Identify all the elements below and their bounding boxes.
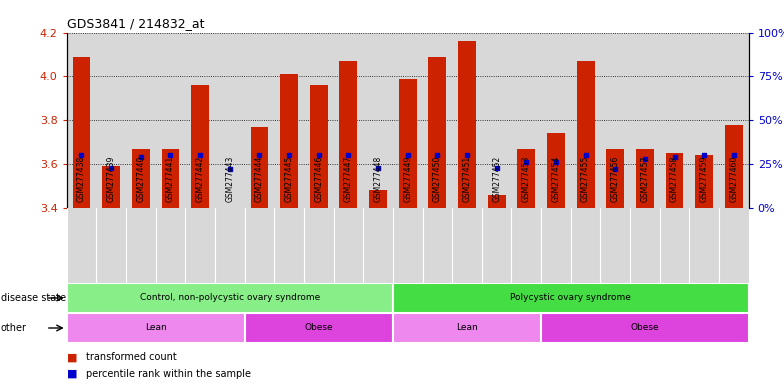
Bar xyxy=(162,149,180,208)
Bar xyxy=(695,156,713,208)
Text: GDS3841 / 214832_at: GDS3841 / 214832_at xyxy=(67,17,204,30)
Bar xyxy=(132,149,150,208)
Bar xyxy=(725,125,742,208)
Bar xyxy=(636,149,654,208)
Bar xyxy=(541,313,749,343)
Text: transformed count: transformed count xyxy=(86,353,177,362)
Bar xyxy=(102,166,120,208)
Bar xyxy=(517,149,535,208)
Text: Obese: Obese xyxy=(304,323,333,333)
Bar xyxy=(488,195,506,208)
Text: Control, non-polycystic ovary syndrome: Control, non-polycystic ovary syndrome xyxy=(140,293,320,303)
Text: Polycystic ovary syndrome: Polycystic ovary syndrome xyxy=(510,293,631,303)
Text: percentile rank within the sample: percentile rank within the sample xyxy=(86,369,251,379)
Bar xyxy=(280,74,298,208)
Text: Obese: Obese xyxy=(630,323,659,333)
Text: other: other xyxy=(1,323,27,333)
Text: disease state: disease state xyxy=(1,293,66,303)
Bar xyxy=(606,149,624,208)
Bar xyxy=(310,85,328,208)
Bar xyxy=(577,61,594,208)
Bar xyxy=(393,283,749,313)
Bar xyxy=(547,134,564,208)
Bar xyxy=(251,127,268,208)
Bar xyxy=(369,190,387,208)
Bar xyxy=(67,313,245,343)
Bar xyxy=(399,79,416,208)
Bar xyxy=(73,57,90,208)
Text: Lean: Lean xyxy=(456,323,478,333)
Bar xyxy=(245,313,393,343)
Bar xyxy=(339,61,358,208)
Bar xyxy=(428,57,446,208)
Bar xyxy=(666,153,684,208)
Bar xyxy=(393,313,541,343)
Text: Lean: Lean xyxy=(145,323,166,333)
Text: ■: ■ xyxy=(67,369,77,379)
Bar xyxy=(67,283,393,313)
Bar xyxy=(191,85,209,208)
Text: ■: ■ xyxy=(67,353,77,362)
Bar xyxy=(458,41,476,208)
